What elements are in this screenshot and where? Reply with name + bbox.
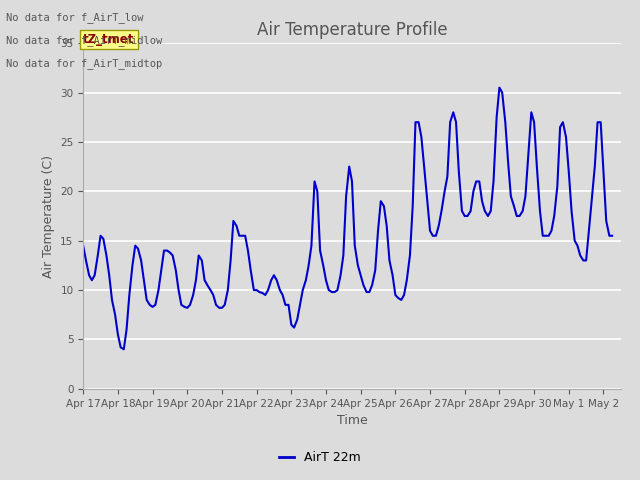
Text: No data for f_AirT_midlow: No data for f_AirT_midlow xyxy=(6,35,163,46)
X-axis label: Time: Time xyxy=(337,414,367,427)
Legend: AirT 22m: AirT 22m xyxy=(274,446,366,469)
Text: tZ_tmet: tZ_tmet xyxy=(83,33,134,46)
Text: No data for f_AirT_midtop: No data for f_AirT_midtop xyxy=(6,58,163,69)
Text: No data for f_AirT_low: No data for f_AirT_low xyxy=(6,12,144,23)
Y-axis label: Air Temperature (C): Air Temperature (C) xyxy=(42,155,54,277)
Title: Air Temperature Profile: Air Temperature Profile xyxy=(257,21,447,39)
